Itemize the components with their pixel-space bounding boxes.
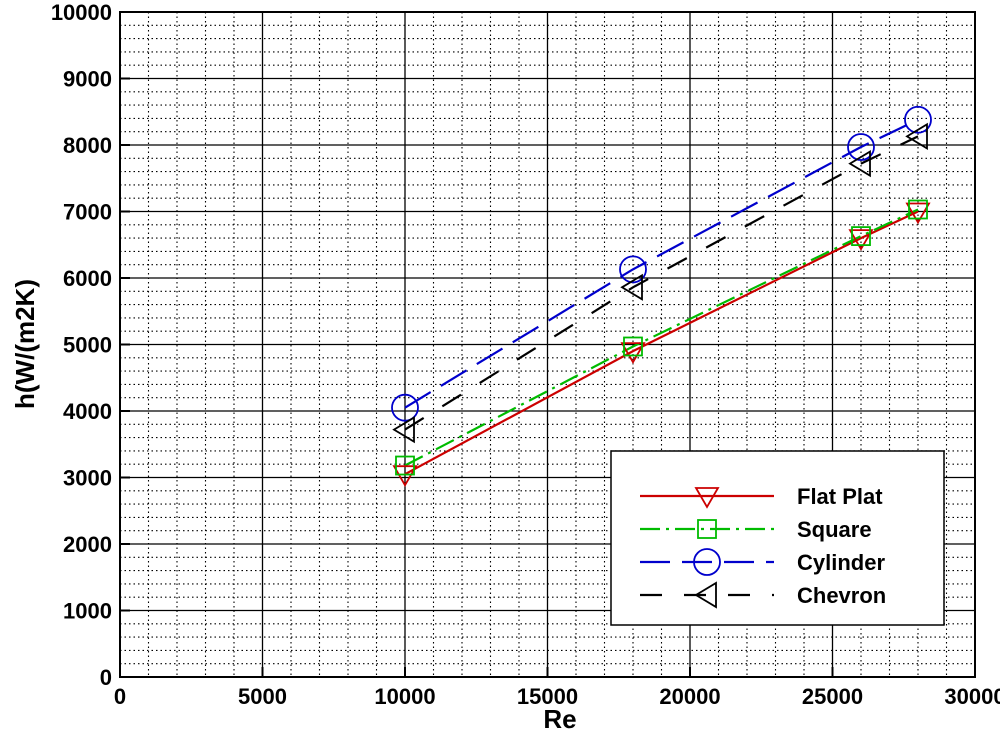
series-markers [391,105,932,487]
legend-label-2: Cylinder [797,550,885,575]
legend-label-0: Flat Plat [797,484,883,509]
legend-box [610,450,945,626]
y-tick-label: 8000 [63,133,112,158]
series-0-point [620,342,646,364]
series-2-point [904,105,932,134]
y-tick-label: 4000 [63,399,112,424]
series-1-point [908,199,928,220]
series-3-point [905,122,928,150]
series-2-point [847,133,875,161]
y-tick-label: 9000 [63,67,112,92]
series-2-point [391,393,419,422]
x-tick-labels: 0 5000 10000 15000 20000 25000 30000 [114,684,1000,709]
y-tick-label: 2000 [63,532,112,557]
series-0-point [905,202,931,225]
series-line-2 [404,118,919,409]
y-tick-label: 5000 [63,333,112,358]
y-tick-label: 6000 [63,266,112,291]
series-3-point [848,150,871,178]
x-tick-label: 20000 [659,684,720,709]
legend-marker-1 [697,519,717,539]
series-3-point [620,273,643,301]
x-axis-title: Re [543,704,576,734]
y-tick-label: 1000 [63,599,112,624]
series-2-point [619,255,647,284]
y-tick-label: 7000 [63,200,112,225]
series-line-0 [404,210,919,476]
series-0-point [848,229,874,251]
series-1-point [623,336,643,357]
y-tick-label: 0 [100,665,112,690]
x-tick-label: 5000 [238,684,287,709]
x-tick-label: 15000 [517,684,578,709]
x-tick-label: 25000 [802,684,863,709]
series-line-1 [404,208,919,467]
series-1-point [851,226,871,247]
legend-label-3: Chevron [797,583,886,608]
series-3-point [392,416,415,444]
y-axis-title: h(W/(m2K) [10,279,40,409]
series-0-point [392,465,418,487]
x-tick-label: 0 [114,684,126,709]
legend-marker-3 [694,581,717,609]
legend-marker-0 [694,487,720,509]
x-tick-label: 30000 [944,684,1000,709]
x-tick-label: 10000 [374,684,435,709]
x-tick-marks [119,667,976,677]
legend-items: Flat Plat Square Cylinder Chevron [640,484,886,609]
legend-label-1: Square [797,517,872,542]
y-tick-label: 3000 [63,466,112,491]
series-line-3 [404,135,919,431]
y-tick-label: 10000 [51,0,112,25]
legend-marker-2 [693,548,721,576]
series-1-point [395,455,415,476]
legend: Flat Plat Square Cylinder Chevron [610,450,945,626]
y-tick-labels: 0 1000 2000 3000 4000 5000 6000 7000 8000 9000 100… [51,0,112,690]
series-lines [404,118,919,476]
y-tick-marks [120,11,130,678]
